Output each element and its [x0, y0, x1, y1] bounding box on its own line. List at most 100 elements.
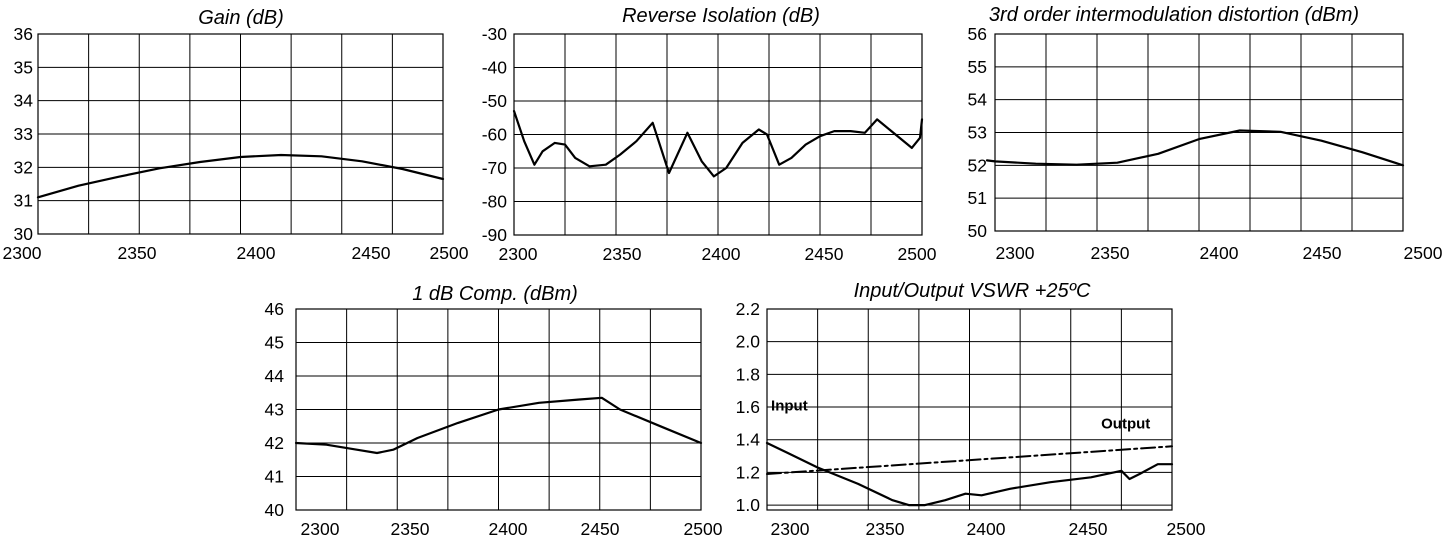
- x-tick-label: 2350: [866, 519, 905, 539]
- plot-frame: [295, 308, 702, 511]
- y-tick-label: 55: [968, 57, 987, 77]
- y-tick-label: 45: [265, 333, 284, 353]
- gridlines: [514, 34, 922, 235]
- x-axis-tick-labels: 2300 2350 2400 2450 2500: [301, 519, 723, 539]
- y-tick-label: 43: [265, 400, 284, 420]
- x-tick-label: 2450: [1303, 243, 1342, 263]
- x-tick-label: 2450: [352, 243, 391, 263]
- y-tick-label: 33: [14, 124, 33, 144]
- data-series: [512, 109, 924, 178]
- series-line: [294, 396, 703, 455]
- x-tick-label: 2300: [301, 519, 340, 539]
- x-tick-label: 2450: [805, 244, 844, 264]
- y-tick-label: 31: [14, 191, 33, 211]
- y-tick-label: 44: [265, 366, 285, 386]
- output-series-line: [766, 445, 1173, 475]
- y-tick-label: 50: [968, 221, 988, 241]
- y-axis-tick-labels: 40 41 42 43 44 45 46: [265, 299, 285, 520]
- y-tick-label: 54: [968, 90, 988, 110]
- x-tick-label: 2450: [1069, 519, 1108, 539]
- x-tick-label: 2500: [684, 519, 723, 539]
- x-tick-label: 2300: [499, 244, 538, 264]
- x-tick-label: 2500: [898, 244, 937, 264]
- gridlines: [38, 34, 443, 234]
- y-axis-tick-labels: 50 51 52 53 54 55 56: [968, 24, 988, 241]
- x-tick-label: 2300: [771, 519, 810, 539]
- chart-title: 3rd order intermodulation distortion (dB…: [989, 4, 1359, 26]
- y-tick-label: 46: [265, 299, 284, 319]
- plot-frame: [994, 33, 1404, 232]
- y-tick-label: -90: [482, 225, 508, 245]
- x-tick-label: 2400: [237, 243, 276, 263]
- reverse-isolation-chart: Reverse Isolation (dB) -90 -80 -70 -60 -50 -4…: [482, 5, 937, 264]
- y-tick-label: 2.0: [736, 332, 761, 352]
- y-axis-tick-labels: 30 31 32 33 34 35 36: [14, 24, 34, 244]
- y-tick-label: -70: [482, 158, 508, 178]
- plot-frame: [513, 33, 923, 236]
- x-tick-label: 2400: [702, 244, 741, 264]
- x-axis-tick-labels: 2300 2350 2400 2450 2500: [499, 244, 937, 264]
- y-tick-label: -30: [482, 24, 508, 44]
- input-series-line: [765, 441, 1174, 507]
- series-line: [36, 153, 445, 199]
- series-annotation: Output: [1101, 415, 1150, 432]
- y-tick-label: 36: [14, 24, 33, 44]
- data-series: [36, 153, 445, 199]
- x-tick-label: 2300: [996, 243, 1035, 263]
- annotations: Input Output: [771, 397, 1150, 432]
- x-axis-tick-labels: 2300 2350 2400 2450 2500: [771, 519, 1206, 539]
- x-tick-label: 2500: [1404, 243, 1443, 263]
- y-tick-label: 51: [968, 188, 987, 208]
- chart-title: 1 dB Comp. (dBm): [412, 283, 578, 305]
- x-tick-label: 2300: [3, 243, 42, 263]
- y-axis-tick-labels: 1.0 1.2 1.4 1.6 1.8 2.0 2.2: [736, 299, 761, 515]
- x-tick-label: 2500: [430, 243, 469, 263]
- y-tick-label: 1.6: [736, 397, 760, 417]
- y-tick-label: -40: [482, 58, 508, 78]
- x-axis-tick-labels: 2300 2350 2400 2450 2500: [996, 243, 1443, 263]
- compression-chart: 1 dB Comp. (dBm) 40 41 42 43 44 45 46 2300 2350…: [265, 283, 723, 539]
- x-tick-label: 2350: [603, 244, 642, 264]
- y-tick-label: 53: [968, 123, 987, 143]
- y-tick-label: 2.2: [736, 299, 760, 319]
- y-tick-label: 1.2: [736, 462, 760, 482]
- data-series: [294, 396, 703, 455]
- y-tick-label: -80: [482, 192, 508, 212]
- y-tick-label: 30: [14, 224, 34, 244]
- x-tick-label: 2400: [1200, 243, 1239, 263]
- chart-title: Gain (dB): [198, 7, 284, 29]
- vswr-chart: Input/Output VSWR +25ºC 1.0 1.2 1.4 1.6 1.8 2…: [736, 280, 1206, 539]
- y-tick-label: 1.4: [736, 430, 761, 450]
- x-tick-label: 2350: [118, 243, 157, 263]
- data-series: [985, 129, 1405, 167]
- x-tick-label: 2350: [391, 519, 430, 539]
- plot-frame: [37, 33, 444, 235]
- chart-title: Input/Output VSWR +25ºC: [854, 280, 1091, 302]
- gridlines: [767, 309, 1172, 510]
- data-series: [765, 441, 1174, 507]
- y-tick-label: 32: [14, 157, 33, 177]
- x-tick-label: 2400: [967, 519, 1006, 539]
- y-tick-label: 1.0: [736, 495, 761, 515]
- gain-chart: Gain (dB) 30 31 32 33 34 35 36 2300 2350 2400 245…: [3, 7, 469, 263]
- y-tick-label: 35: [14, 57, 33, 77]
- x-tick-label: 2400: [489, 519, 528, 539]
- series-line: [985, 129, 1405, 167]
- plot-frame: [766, 308, 1173, 511]
- y-tick-label: -60: [482, 125, 508, 145]
- y-tick-label: 40: [265, 500, 285, 520]
- y-tick-label: 1.8: [736, 364, 760, 384]
- x-tick-label: 2450: [581, 519, 620, 539]
- series-line: [512, 109, 924, 178]
- y-tick-label: -50: [482, 91, 508, 111]
- intermodulation-chart: 3rd order intermodulation distortion (dB…: [968, 4, 1443, 263]
- gridlines: [296, 309, 701, 510]
- chart-title: Reverse Isolation (dB): [622, 5, 820, 27]
- y-axis-tick-labels: -90 -80 -70 -60 -50 -40 -30: [482, 24, 508, 245]
- y-tick-label: 52: [968, 155, 987, 175]
- y-tick-label: 41: [265, 467, 284, 487]
- gridlines: [995, 34, 1403, 231]
- y-tick-label: 42: [265, 433, 284, 453]
- x-tick-label: 2350: [1091, 243, 1130, 263]
